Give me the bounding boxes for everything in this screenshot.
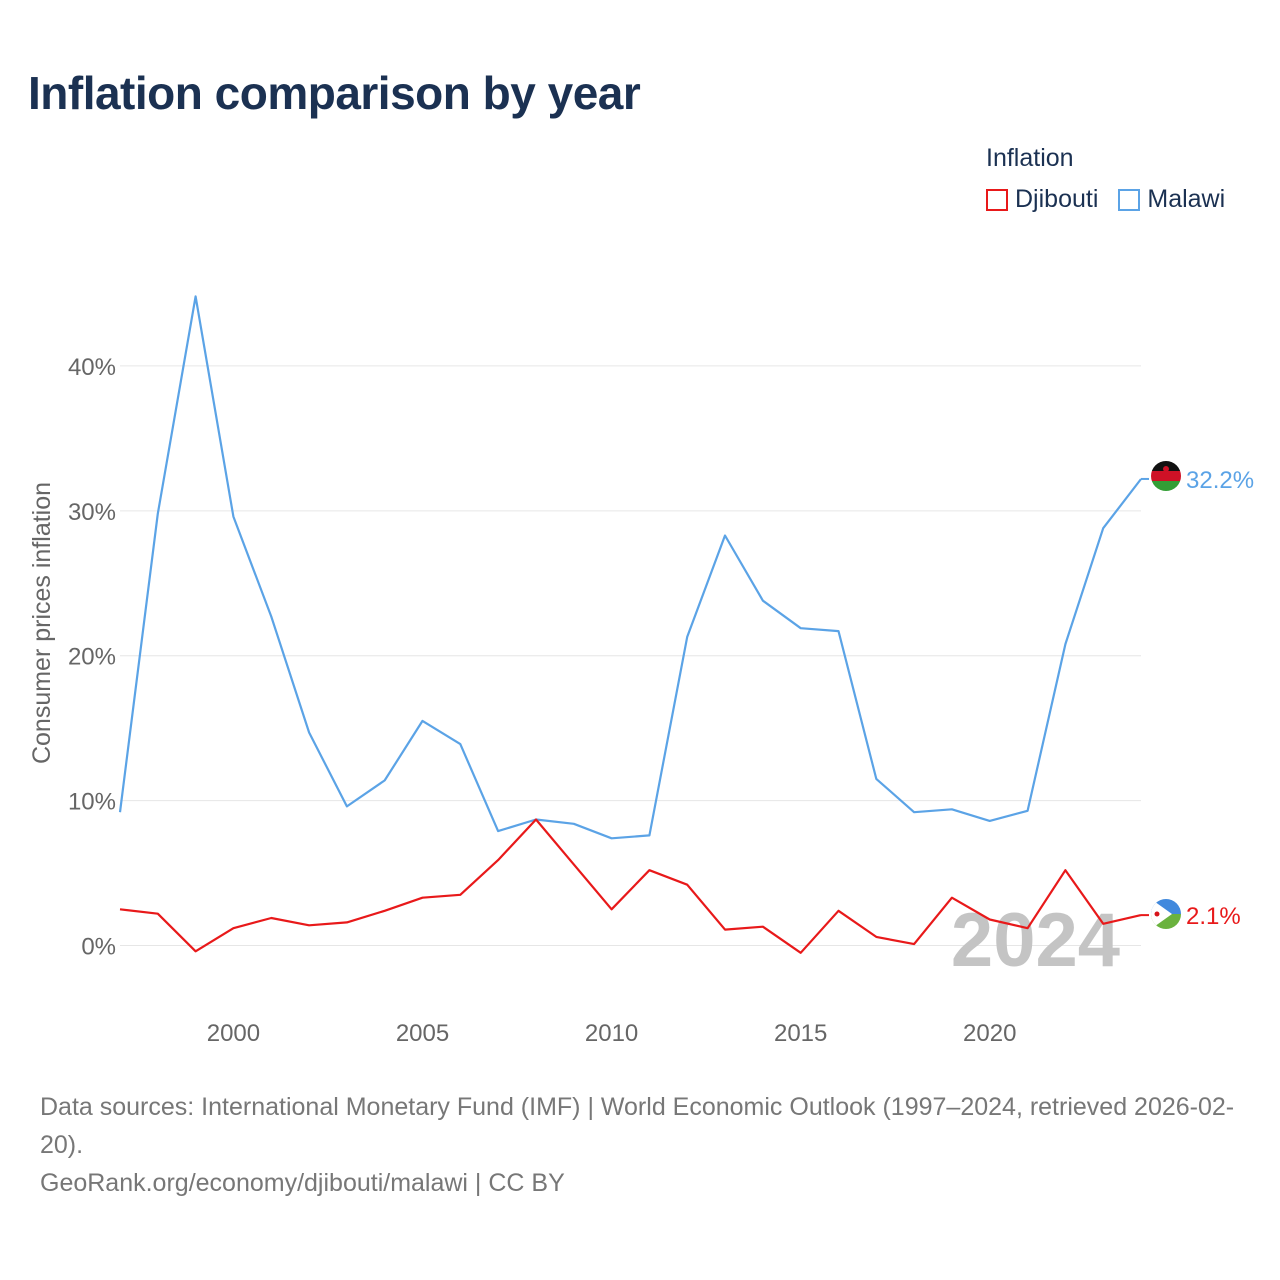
footer-sources: Data sources: International Monetary Fun… (40, 1093, 1235, 1159)
x-tick-label: 2010 (585, 1020, 638, 1047)
legend-swatch-malawi (1118, 188, 1141, 211)
series-lines (118, 295, 1142, 954)
legend: Djibouti Malawi (986, 185, 1245, 214)
x-tick-label: 2000 (207, 1020, 260, 1047)
end-label-djibouti: 2.1% (1186, 903, 1241, 930)
y-tick-label: 20% (68, 644, 116, 671)
y-tick-label: 30% (68, 499, 116, 526)
legend-item-malawi[interactable]: Malawi (1118, 185, 1225, 214)
y-axis-ticks: 0% 10% 20% 30% 40% (68, 354, 116, 961)
series-line-djibouti[interactable] (119, 818, 1142, 954)
footer-credit: GeoRank.org/economy/djibouti/malawi | CC… (40, 1169, 565, 1197)
series-line-malawi[interactable] (118, 295, 1142, 840)
chart-title: Inflation comparison by year (28, 67, 641, 119)
footer: Data sources: International Monetary Fun… (40, 1088, 1250, 1202)
legend-label-malawi: Malawi (1147, 185, 1226, 213)
y-tick-label: 0% (81, 934, 116, 961)
legend-label-djibouti: Djibouti (1015, 185, 1099, 213)
y-tick-label: 40% (68, 354, 116, 381)
x-tick-label: 2020 (963, 1020, 1016, 1047)
djibouti-flag-icon (1151, 899, 1181, 929)
y-tick-label: 10% (68, 789, 116, 816)
gridlines (120, 365, 1141, 947)
x-tick-label: 2015 (774, 1020, 827, 1047)
legend-item-djibouti[interactable]: Djibouti (986, 185, 1098, 214)
x-tick-label: 2005 (396, 1020, 449, 1047)
end-labels: 32.2% 2.1% (1141, 467, 1254, 930)
legend-title: Inflation (986, 144, 1074, 172)
legend-swatch-djibouti (986, 188, 1008, 211)
x-axis-ticks: 2000 2005 2010 2015 2020 (207, 1020, 1017, 1047)
malawi-flag-icon (1151, 461, 1181, 491)
y-axis-label: Consumer prices inflation (28, 482, 56, 764)
end-label-malawi: 32.2% (1186, 467, 1254, 494)
